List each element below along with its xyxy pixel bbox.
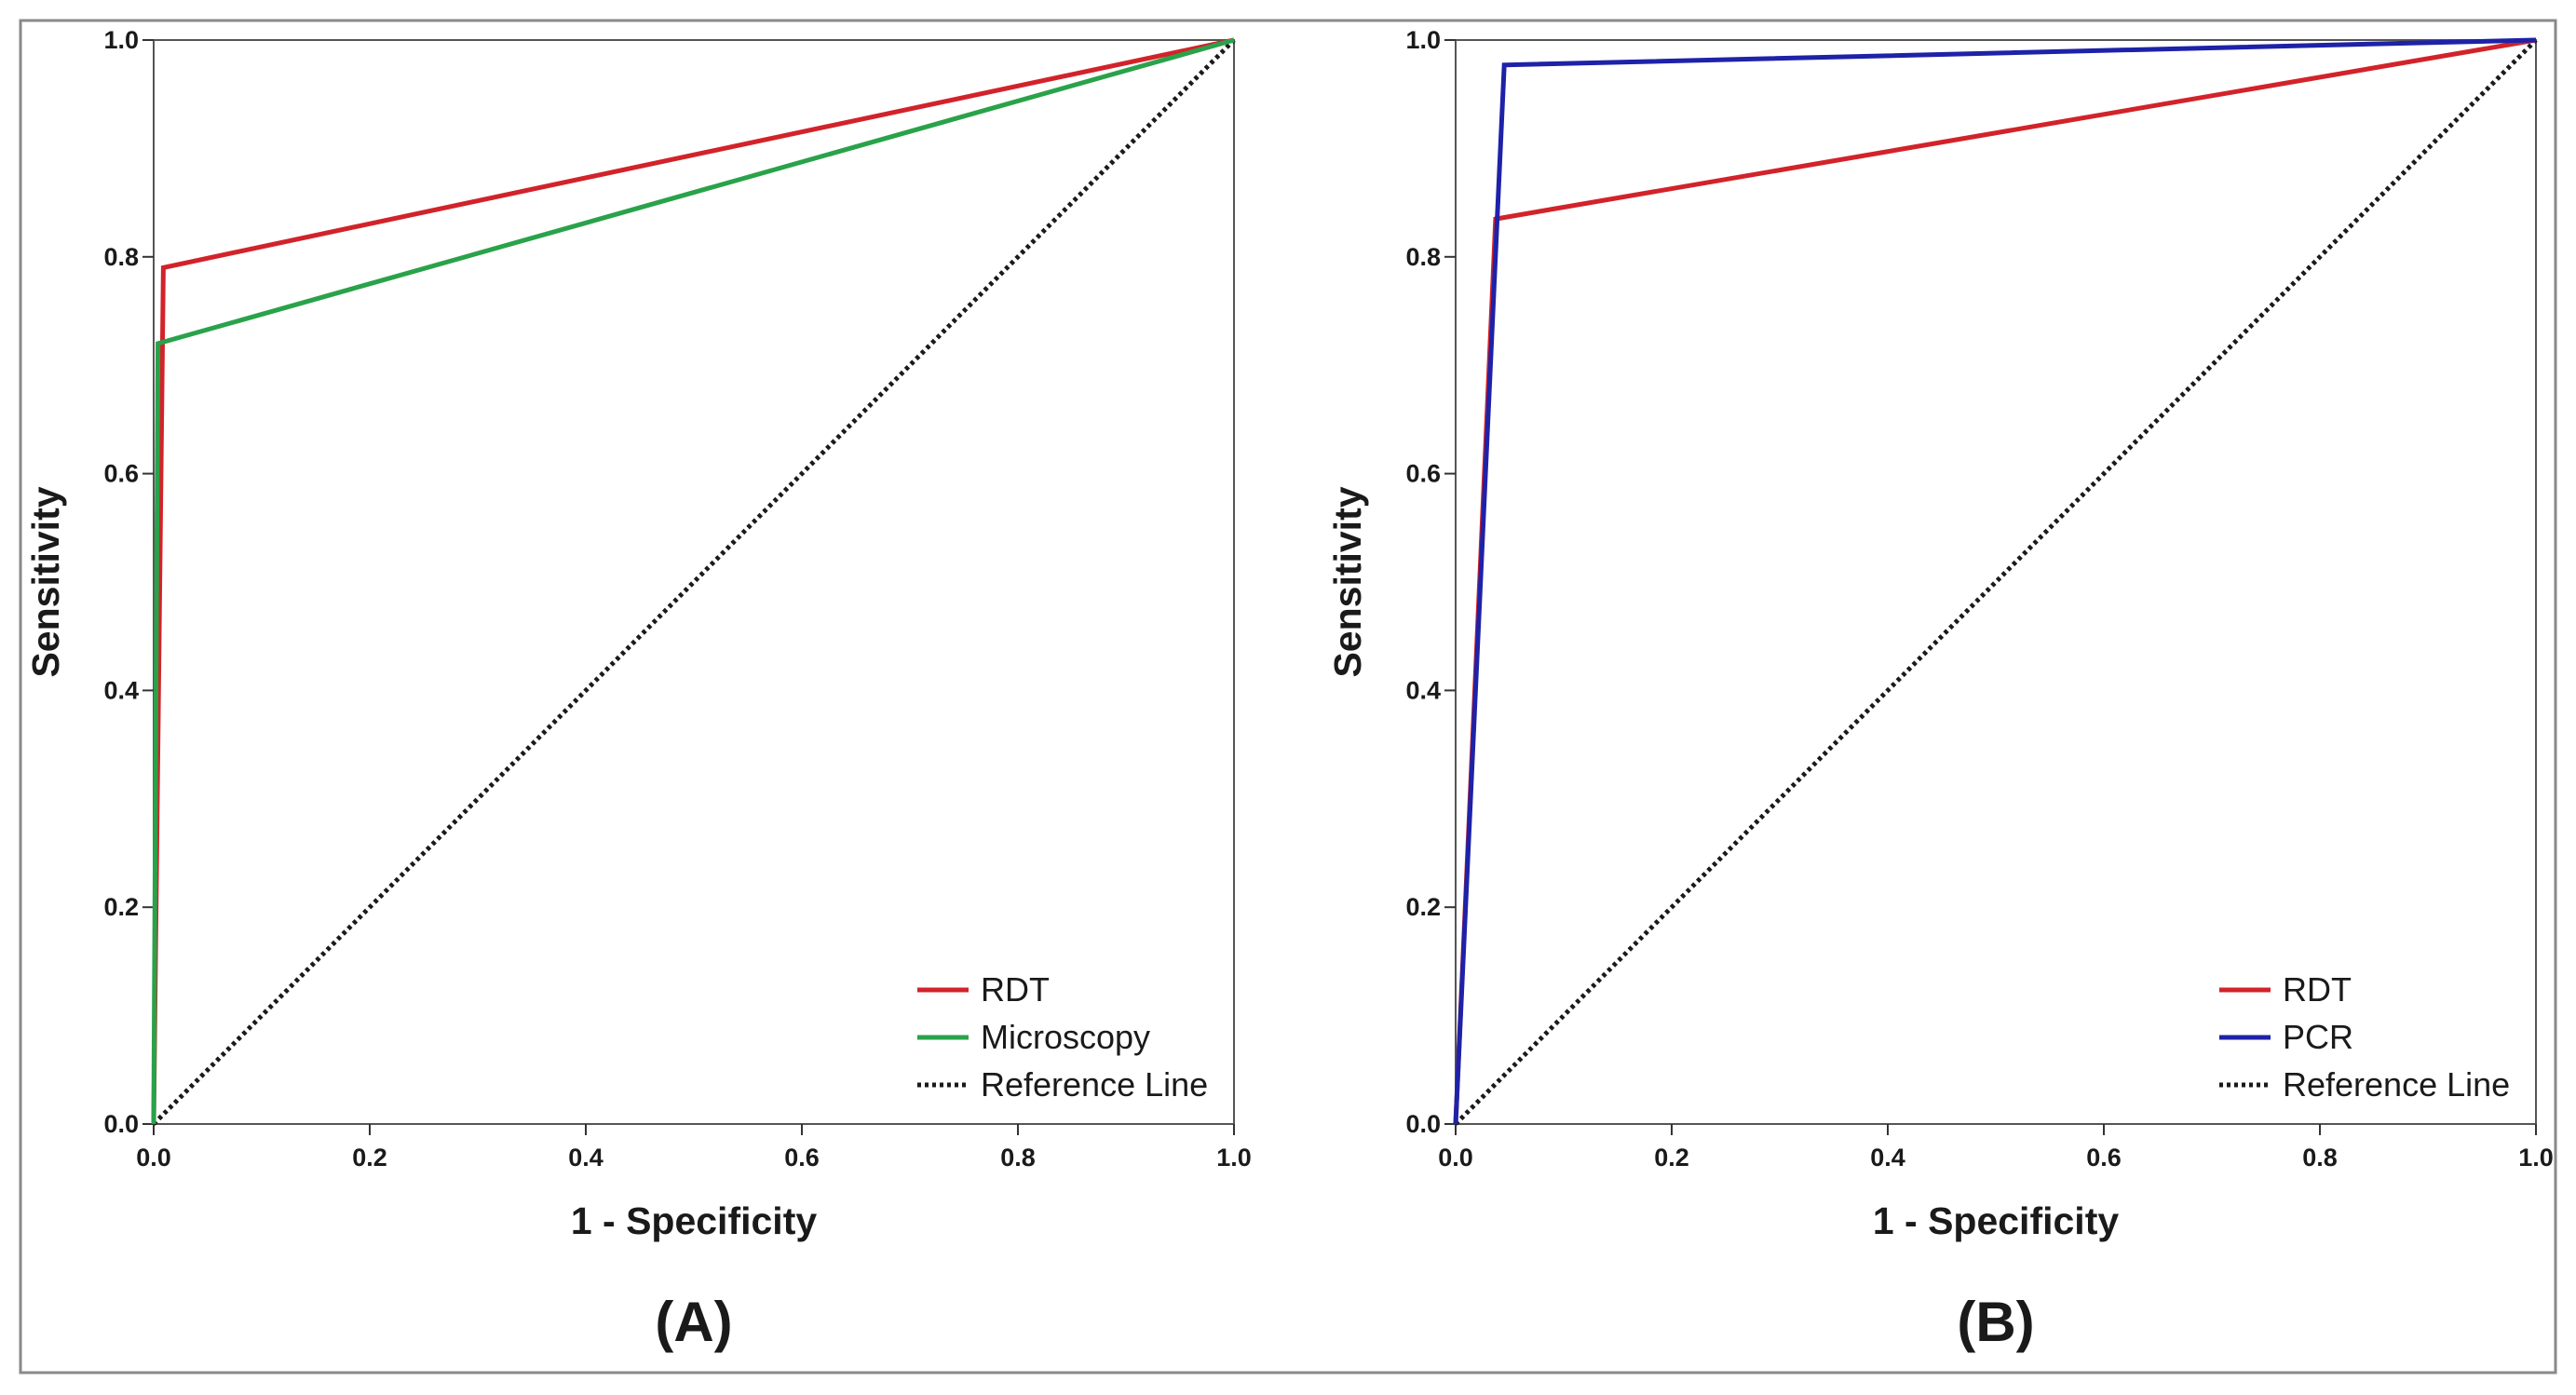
panel-a: 0.0 0.2 0.4 0.6 0.8 1.0 0.0 0.2 0.4 0.6 0.8 1.0 1 - … xyxy=(24,26,1252,1353)
panel-a-plot-frame xyxy=(153,39,1235,1125)
panel-b-series-pcr xyxy=(1453,37,2537,1125)
panel-a-series-reference-line xyxy=(152,38,1236,1126)
panel-a-x-tick-label: 0.6 xyxy=(784,1144,820,1172)
panel-a-panel-label: (A) xyxy=(655,1291,732,1353)
panel-a-x-axis-title: 1 - Specificity xyxy=(571,1199,818,1242)
panel-a-y-tick-label: 0.8 xyxy=(103,243,139,271)
panel-b-y-tick-label: 0.8 xyxy=(1405,243,1441,271)
panel-b-x-tick-label: 0.8 xyxy=(2302,1144,2338,1172)
figure-border xyxy=(19,19,2557,1375)
panel-a-y-axis-title: Sensitivity xyxy=(24,486,67,677)
panel-a-legend-label-rdt: RDT xyxy=(981,970,1050,1009)
panel-b-y-tick-label: 0.4 xyxy=(1405,676,1441,704)
panel-a-y-tick-label: 0.4 xyxy=(103,676,139,704)
panel-b-y-tick-label: 1.0 xyxy=(1405,26,1441,54)
panel-a-x-tick-label: 0.0 xyxy=(136,1144,171,1172)
panel-b-x-tick-label: 0.0 xyxy=(1438,1144,1473,1172)
panel-b-legend-label-reference-line: Reference Line xyxy=(2283,1065,2510,1104)
panel-a-y-tick-label: 0.6 xyxy=(103,460,139,488)
panel-b-y-tick-label: 0.0 xyxy=(1405,1110,1441,1138)
panel-b-x-tick-label: 1.0 xyxy=(2518,1144,2554,1172)
panel-a-legend-label-reference-line: Reference Line xyxy=(981,1065,1208,1104)
panels-layer: 0.0 0.2 0.4 0.6 0.8 1.0 0.0 0.2 0.4 0.6 0.8 1.0 1 - … xyxy=(24,26,2554,1353)
panel-a-legend-label-microscopy: Microscopy xyxy=(981,1018,1150,1056)
panel-a-x-tick-label: 1.0 xyxy=(1216,1144,1252,1172)
panel-b-x-axis-title: 1 - Specificity xyxy=(1873,1199,2120,1242)
panel-b-x-tick-label: 0.6 xyxy=(2086,1144,2122,1172)
panel-b-legend-label-pcr: PCR xyxy=(2283,1018,2353,1056)
panel-a-y-tick-label: 1.0 xyxy=(103,26,139,54)
panel-a-x-tick-label: 0.4 xyxy=(568,1144,603,1172)
panel-b-y-tick-label: 0.6 xyxy=(1405,460,1441,488)
panel-a-x-tick-label: 0.2 xyxy=(352,1144,387,1172)
panel-b-x-tick-label: 0.4 xyxy=(1870,1144,1905,1172)
panel-a-series-microscopy xyxy=(151,37,1235,1125)
panel-b-plot-frame xyxy=(1455,39,2537,1125)
panel-b-series-reference-line xyxy=(1454,38,2538,1126)
panel-a-x-tick-label: 0.8 xyxy=(1000,1144,1036,1172)
panel-b: 0.0 0.2 0.4 0.6 0.8 1.0 0.0 0.2 0.4 0.6 0.8 1.0 1 - … xyxy=(1326,26,2554,1353)
panel-b-panel-label: (B) xyxy=(1957,1291,2034,1353)
panel-b-y-axis-title: Sensitivity xyxy=(1326,486,1369,677)
panel-b-legend-label-rdt: RDT xyxy=(2283,970,2352,1009)
panel-b-y-tick-label: 0.2 xyxy=(1405,893,1441,921)
panel-a-y-tick-label: 0.2 xyxy=(103,893,139,921)
panel-b-x-tick-label: 0.2 xyxy=(1654,1144,1689,1172)
panel-a-y-tick-label: 0.0 xyxy=(103,1110,139,1138)
